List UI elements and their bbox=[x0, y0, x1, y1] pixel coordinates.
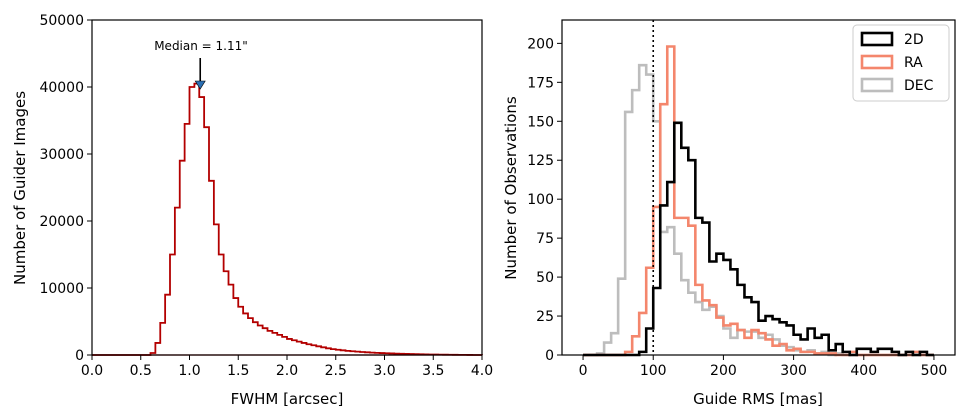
fwhm-x-tick-label: 1.5 bbox=[227, 363, 249, 379]
fwhm-x-ticks: 0.0 0.5 1.0 1.5 2.0 2.5 3.0 3.5 4.0 bbox=[81, 355, 493, 379]
fwhm-x-tick-label: 2.5 bbox=[325, 363, 347, 379]
guide-rms-plot-frame bbox=[561, 19, 956, 356]
fwhm-x-tick-label: 3.0 bbox=[373, 363, 395, 379]
fwhm-histogram-plot bbox=[92, 82, 483, 356]
legend: 2D RA DEC bbox=[852, 24, 950, 102]
guide-rms-y-tick-label: 50 bbox=[536, 270, 554, 286]
guide-rms-x-tick-label: 0 bbox=[579, 363, 588, 379]
fwhm-x-tick-label: 0.0 bbox=[81, 363, 103, 379]
fwhm-y-tick-label: 40000 bbox=[39, 80, 84, 96]
guide-rms-y-tick-label: 25 bbox=[536, 309, 554, 325]
guide-rms-y-tick-label: 0 bbox=[545, 348, 554, 364]
median-annotation: Median = 1.11" bbox=[154, 39, 248, 90]
guide-rms-x-tick-label: 300 bbox=[780, 363, 807, 379]
fwhm-x-tick-label: 4.0 bbox=[471, 363, 493, 379]
fwhm-y-tick-label: 10000 bbox=[39, 281, 84, 297]
fwhm-y-tick-label: 20000 bbox=[39, 214, 84, 230]
fwhm-y-tick-label: 30000 bbox=[39, 147, 84, 163]
guide-rms-y-ticks: 0 25 50 75 100 125 150 175 200 bbox=[527, 36, 562, 364]
guide-rms-y-tick-label: 100 bbox=[527, 192, 554, 208]
fwhm-x-tick-label: 3.5 bbox=[422, 363, 444, 379]
guide-rms-y-tick-label: 125 bbox=[527, 153, 554, 169]
guide-rms-x-tick-label: 200 bbox=[710, 363, 737, 379]
legend-swatch-ra bbox=[860, 54, 894, 70]
guide-rms-x-tick-label: 500 bbox=[921, 363, 948, 379]
fwhm-y-tick-label: 50000 bbox=[39, 13, 84, 29]
fwhm-x-tick-label: 2.0 bbox=[276, 363, 298, 379]
fwhm-histogram-series bbox=[92, 82, 483, 356]
fwhm-y-tick-label: 0 bbox=[75, 348, 84, 364]
guide-rms-x-axis-label: Guide RMS [mas] bbox=[693, 390, 823, 408]
guide-rms-y-tick-label: 175 bbox=[527, 75, 554, 91]
fwhm-x-tick-label: 0.5 bbox=[130, 363, 152, 379]
guide-rms-histogram-plot bbox=[583, 20, 934, 357]
fwhm-x-tick-label: 1.0 bbox=[178, 363, 200, 379]
legend-label-2d: 2D bbox=[904, 32, 924, 48]
legend-label-ra: RA bbox=[904, 55, 923, 71]
legend-box bbox=[852, 24, 950, 102]
fwhm-x-axis-label: FWHM [arcsec] bbox=[231, 390, 344, 408]
guide-rms-y-tick-label: 200 bbox=[527, 36, 554, 52]
guide-rms-y-tick-label: 75 bbox=[536, 231, 554, 247]
guide-rms-x-tick-label: 100 bbox=[640, 363, 667, 379]
guide-rms-y-axis-label: Number of Observations bbox=[502, 96, 520, 280]
guide-rms-x-tick-label: 400 bbox=[850, 363, 877, 379]
legend-swatch-2d bbox=[860, 31, 894, 47]
median-annotation-text: Median = 1.11" bbox=[154, 39, 248, 53]
guide-rms-histogram-panel: 0 100 200 300 400 500 0255075100125150175200 … bbox=[502, 19, 956, 408]
fwhm-y-ticks: 0 10000 20000 30000 40000 50000 bbox=[39, 13, 92, 364]
fwhm-histogram-panel: 0.0 0.5 1.0 1.5 2.0 2.5 3.0 3.5 4.0 0 10000 20000 3… bbox=[11, 13, 493, 408]
guide-rms-x-ticks: 0 100 200 300 400 500 bbox=[579, 355, 948, 379]
series-dec-histogram bbox=[583, 63, 934, 357]
legend-swatch-dec bbox=[860, 77, 894, 93]
median-arrow-head bbox=[194, 80, 206, 90]
guide-rms-y-tick-label: 150 bbox=[527, 114, 554, 130]
legend-label-dec: DEC bbox=[904, 78, 934, 94]
series-2d-histogram bbox=[583, 121, 934, 357]
fwhm-y-axis-label: Number of Guider Images bbox=[11, 91, 29, 285]
fwhm-plot-frame bbox=[91, 19, 483, 356]
